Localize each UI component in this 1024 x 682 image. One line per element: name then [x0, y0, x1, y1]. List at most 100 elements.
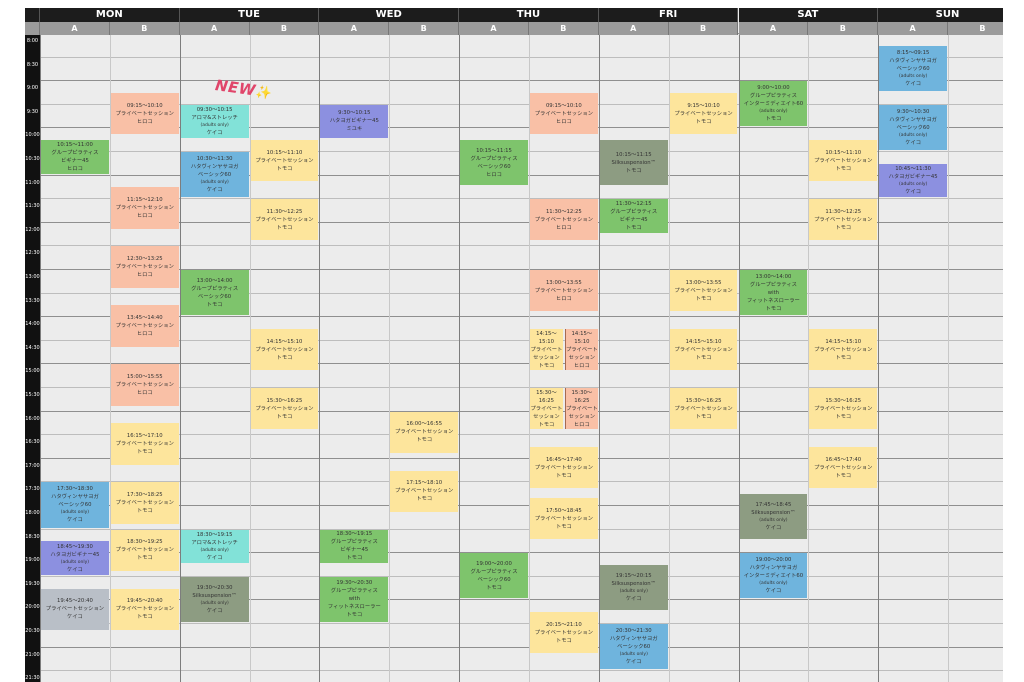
class-block[interactable]: 20:30～21:30 ハタヴィンヤサヨガ ベーシック60 (adults only)… — [599, 624, 668, 670]
class-block[interactable]: 16:15～17:10 プライベートセッション トモコ — [110, 423, 179, 465]
class-time: 19:45～20:40 — [126, 598, 163, 605]
class-detail: ヒロコ — [555, 224, 572, 231]
class-block[interactable]: 17:30～18:25 プライベートセッション トモコ — [110, 482, 179, 524]
class-block[interactable]: 11:30～12:25 プライベートセッション ヒロコ — [529, 199, 598, 241]
column-divider — [738, 35, 740, 682]
class-block[interactable]: 18:30～19:15 アロマ&ストレッチ (adults only) ケイコ — [180, 529, 249, 563]
class-detail: トモコ — [136, 508, 153, 515]
class-block[interactable]: 11:30～12:15 グループピラティス ビギナー45 トモコ — [599, 199, 668, 233]
class-time: 12:30～13:25 — [126, 256, 163, 263]
class-block[interactable]: 9:15～10:10 プライベートセッション トモコ — [669, 93, 738, 135]
class-detail: ケイコ — [905, 80, 921, 87]
class-detail: プライベートセッション — [115, 264, 174, 271]
class-block[interactable]: 11:30～12:25 プライベートセッション トモコ — [250, 199, 319, 241]
class-detail: プライベートセッション — [674, 287, 733, 294]
class-block[interactable]: 10:30～11:30 ハタヴィンヤサヨガ ベーシック60 (adults only)… — [180, 152, 249, 198]
subcolumn-header: A — [40, 22, 110, 35]
time-label: 8:30 — [26, 61, 39, 68]
class-block[interactable]: 13:00～13:55 プライベートセッション トモコ — [669, 270, 738, 312]
class-block[interactable]: 09:30～10:15 アロマ&ストレッチ (adults only) ケイコ — [180, 104, 249, 139]
class-time: 15:30～16:25 — [825, 397, 862, 404]
class-block[interactable]: 10:15～11:15 グループピラティス ベーシック60 ヒロコ — [460, 140, 528, 186]
class-detail: プライベートセッション — [534, 464, 593, 471]
subcolumn-header: A — [459, 22, 529, 35]
class-block[interactable]: 19:15～20:15 Silksuspension™ (adults only) ケ… — [599, 565, 668, 611]
class-block[interactable]: 11:30～12:25 プライベートセッション トモコ — [809, 199, 878, 241]
class-block[interactable]: 19:45～20:40 プライベートセッション トモコ — [110, 588, 179, 630]
class-block[interactable]: 19:30～20:30 グループピラティス with フィットネスローラー トモコ — [320, 576, 389, 622]
class-block[interactable]: 09:15～10:10 プライベートセッション ヒロコ — [110, 93, 179, 135]
class-block[interactable]: 15:30～16:25 プライベート セッション ヒロコ — [564, 388, 598, 430]
class-block[interactable]: 17:30～18:30 ハタヴィンヤサヨガ ベーシック60 (adults only)… — [41, 482, 109, 528]
grid-line — [40, 269, 1003, 270]
class-detail: トモコ — [695, 295, 712, 302]
class-block[interactable]: 9:00～10:00 グループピラティス インターミディエイト60 (adults o… — [739, 81, 808, 127]
class-block[interactable]: 13:00～14:00 グループピラティス ベーシック60 トモコ — [180, 270, 249, 316]
class-block[interactable]: 19:00～20:00 ハタヴィンヤサヨガ インターミディエイト60 (adults … — [739, 553, 808, 599]
class-block[interactable]: 17:45～18:45 Silksuspension™ (adults only) ケ… — [739, 494, 808, 540]
class-block[interactable]: 10:15～11:00 グループピラティス ビギナー45 ヒロコ — [41, 140, 109, 174]
class-block[interactable]: 14:15～15:10 プライベート セッション ヒロコ — [564, 329, 598, 371]
time-label: 13:30 — [25, 297, 40, 304]
class-block[interactable]: 10:15～11:15 Silksuspension™ トモコ — [599, 140, 668, 186]
class-detail: グループピラティス — [330, 588, 378, 595]
class-detail: フィットネスローラー — [746, 297, 800, 304]
class-block[interactable]: 13:45～14:40 プライベートセッション ヒロコ — [110, 305, 179, 347]
class-block[interactable]: 17:15～18:10 プライベートセッション トモコ — [390, 470, 459, 512]
time-label: 14:00 — [25, 321, 40, 328]
class-block[interactable]: 13:00～13:55 プライベートセッション ヒロコ — [529, 270, 598, 312]
class-block[interactable]: 17:50～18:45 プライベートセッション トモコ — [529, 498, 598, 540]
class-detail: トモコ — [416, 437, 433, 444]
class-block[interactable]: 15:00～15:55 プライベートセッション ヒロコ — [110, 364, 179, 406]
class-block[interactable]: 19:00～20:00 グループピラティス ベーシック60 トモコ — [460, 553, 528, 599]
class-block[interactable]: 16:00～16:55 プライベートセッション トモコ — [390, 411, 459, 453]
class-block[interactable]: 10:45～11:30 ハタヨガビギナー45 (adults only) ケイコ — [879, 163, 948, 198]
class-block[interactable]: 11:15～12:10 プライベートセッション ヒロコ — [110, 187, 179, 229]
class-detail: プライベートセッション — [395, 488, 454, 495]
class-block[interactable]: 18:30～19:15 グループピラティス ビギナー45 トモコ — [320, 529, 389, 563]
class-detail: トモコ — [695, 354, 712, 361]
class-block[interactable]: 10:15～11:10 プライベートセッション トモコ — [250, 140, 319, 182]
class-block[interactable]: 8:15～09:15 ハタヴィンヤサヨガ ベーシック60 (adults only) ケ… — [879, 45, 948, 91]
class-block[interactable]: 12:30～13:25 プライベートセッション ヒロコ — [110, 246, 179, 288]
class-time: 09:15～10:10 — [126, 102, 163, 109]
class-block[interactable]: 18:30～19:25 プライベートセッション トモコ — [110, 529, 179, 571]
class-detail: トモコ — [206, 301, 223, 308]
class-block[interactable]: 19:30～20:30 Silksuspension™ (adults only) ケ… — [180, 576, 249, 622]
time-label: 12:00 — [25, 226, 40, 233]
class-detail: ハタヴィンヤサヨガ — [889, 57, 937, 64]
class-block[interactable]: 9:30～10:30 ハタヴィンヤサヨガ ベーシック60 (adults only) ケ… — [879, 104, 948, 150]
class-block[interactable]: 16:45～17:40 プライベートセッション トモコ — [529, 447, 598, 489]
class-detail: (adults only) — [759, 581, 788, 587]
class-block[interactable]: 19:45～20:40 プライベートセッション ケイコ — [41, 588, 109, 630]
class-block[interactable]: 13:00～14:00 グループピラティス with フィットネスローラー トモコ — [739, 270, 808, 316]
class-block[interactable]: 18:45～19:30 ハタヨガビギナー45 (adults only) ケイコ — [41, 541, 109, 575]
class-detail: (adults only) — [60, 510, 90, 516]
class-block[interactable]: 09:15～10:10 プライベートセッション ヒロコ — [529, 93, 598, 135]
column-divider — [179, 35, 181, 682]
class-block[interactable]: 16:45～17:40 プライベートセッション トモコ — [809, 447, 878, 489]
class-time: 14:15～15:10 — [571, 330, 593, 345]
subcolumn-header: B — [808, 22, 879, 35]
header-spacer — [25, 8, 40, 22]
class-block[interactable]: 20:15～21:10 プライベートセッション トモコ — [529, 612, 598, 654]
class-detail: ヒロコ — [136, 272, 153, 279]
class-detail: セッション — [533, 354, 560, 361]
class-block[interactable]: 10:15～11:10 プライベートセッション トモコ — [809, 140, 878, 182]
grid-line — [40, 434, 1003, 436]
subcolumn-header: B — [249, 22, 320, 35]
class-detail: プライベートセッション — [674, 346, 733, 353]
class-block[interactable]: 9:30～10:15 ハタヨガビギナー45 ミユキ — [320, 104, 389, 139]
class-time: 15:30～16:25 — [266, 397, 303, 404]
class-detail: ヒロコ — [66, 165, 83, 172]
class-detail: ハタヨガビギナー45 — [50, 551, 100, 558]
column-divider — [319, 35, 321, 682]
